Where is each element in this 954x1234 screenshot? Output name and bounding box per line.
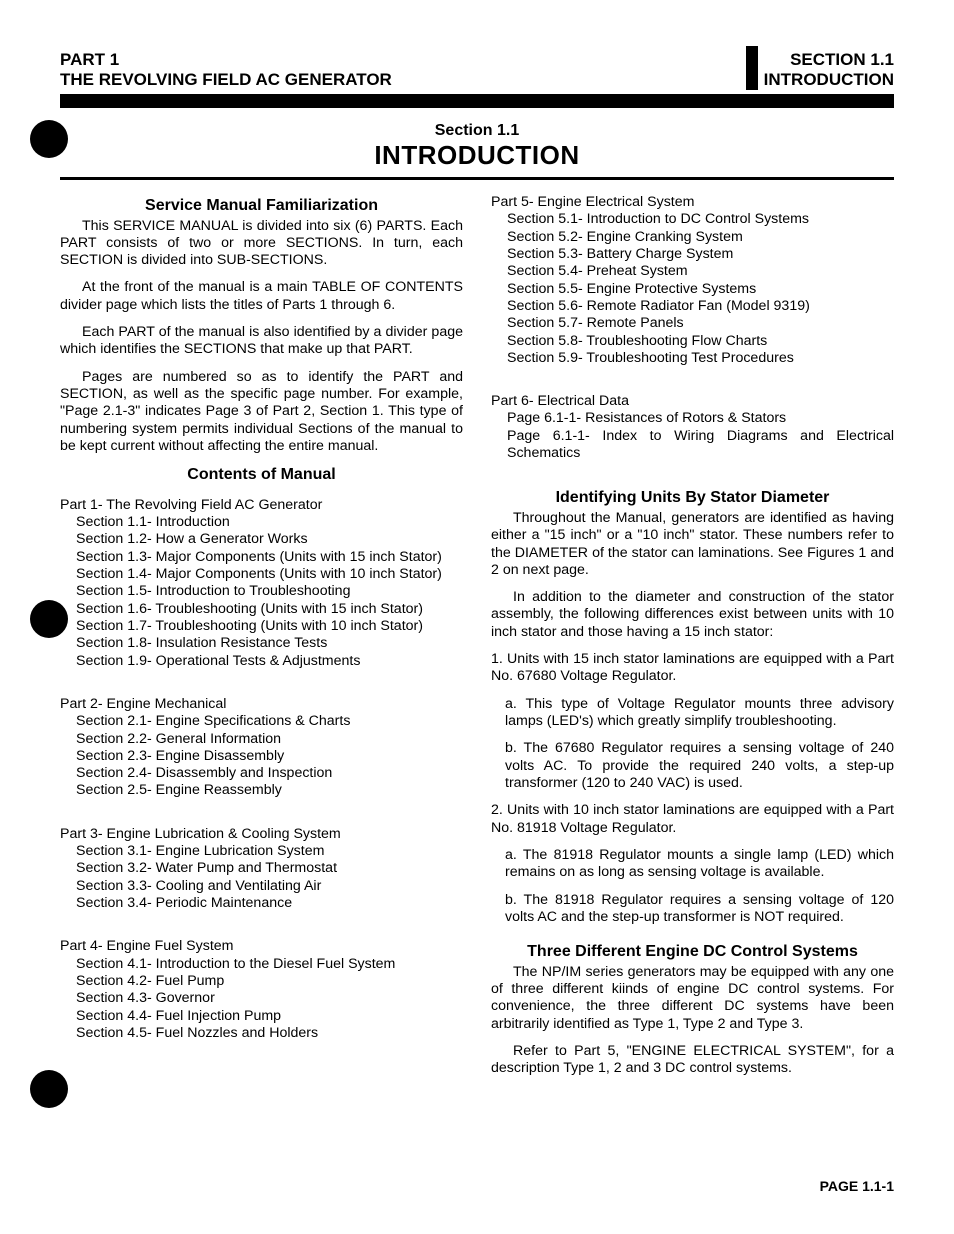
- three-systems-p1: The NP/IM series generators may be equip…: [491, 964, 894, 1033]
- section-super: Section 1.1: [60, 122, 894, 140]
- familiarization-p2: At the front of the manual is a main TAB…: [60, 279, 463, 314]
- part-block: Part 1- The Revolving Field AC Generator…: [60, 497, 463, 670]
- header-right: SECTION 1.1 INTRODUCTION: [764, 50, 894, 90]
- left-column: Service Manual Familiarization This SERV…: [60, 194, 463, 1094]
- section-line: Section 5.1- Introduction to DC Control …: [491, 211, 894, 228]
- header-subtitle: THE REVOLVING FIELD AC GENERATOR: [60, 70, 392, 90]
- section-line: Section 2.3- Engine Disassembly: [60, 748, 463, 765]
- identifying-p2: In addition to the diameter and construc…: [491, 589, 894, 641]
- section-line: Page 6.1-1- Index to Wiring Diagrams and…: [491, 428, 894, 463]
- familiarization-p4: Pages are numbered so as to identify the…: [60, 369, 463, 456]
- two-column-body: Service Manual Familiarization This SERV…: [60, 194, 894, 1094]
- section-line: Section 3.2- Water Pump and Thermostat: [60, 860, 463, 877]
- section-line: Section 1.5- Introduction to Troubleshoo…: [60, 583, 463, 600]
- section-line: Section 5.5- Engine Protective Systems: [491, 281, 894, 298]
- right-column: Part 5- Engine Electrical SystemSection …: [491, 194, 894, 1094]
- contents-list-right: Part 5- Engine Electrical SystemSection …: [491, 194, 894, 462]
- part-title: Part 4- Engine Fuel System: [60, 938, 463, 955]
- familiarization-p1: This SERVICE MANUAL is divided into six …: [60, 218, 463, 270]
- part-title: Part 1- The Revolving Field AC Generator: [60, 497, 463, 514]
- header-left: PART 1 THE REVOLVING FIELD AC GENERATOR: [60, 50, 392, 90]
- section-line: Section 4.2- Fuel Pump: [60, 973, 463, 990]
- part-block: Part 6- Electrical DataPage 6.1-1- Resis…: [491, 393, 894, 462]
- section-line: Section 5.9- Troubleshooting Test Proced…: [491, 350, 894, 367]
- part-title: Part 5- Engine Electrical System: [491, 194, 894, 211]
- three-systems-heading: Three Different Engine DC Control System…: [491, 942, 894, 962]
- identifying-n2a: a. The 81918 Regulator mounts a single l…: [491, 847, 894, 882]
- part-title: Part 3- Engine Lubrication & Cooling Sys…: [60, 826, 463, 843]
- identifying-p1: Throughout the Manual, generators are id…: [491, 510, 894, 579]
- part-block: Part 4- Engine Fuel SystemSection 4.1- I…: [60, 938, 463, 1042]
- identifying-block: Identifying Units By Stator Diameter Thr…: [491, 488, 894, 926]
- identifying-n1b: b. The 67680 Regulator requires a sensin…: [491, 740, 894, 792]
- section-line: Section 2.2- General Information: [60, 731, 463, 748]
- section-line: Section 1.3- Major Components (Units wit…: [60, 549, 463, 566]
- section-line: Section 2.5- Engine Reassembly: [60, 782, 463, 799]
- header-part: PART 1: [60, 50, 392, 70]
- section-line: Section 2.4- Disassembly and Inspection: [60, 765, 463, 782]
- header-section: SECTION 1.1: [764, 50, 894, 70]
- three-systems-p2: Refer to Part 5, "ENGINE ELECTRICAL SYST…: [491, 1043, 894, 1078]
- section-line: Section 5.4- Preheat System: [491, 263, 894, 280]
- familiarization-p3: Each PART of the manual is also identifi…: [60, 324, 463, 359]
- punch-hole-icon: [30, 120, 68, 158]
- section-line: Section 1.8- Insulation Resistance Tests: [60, 635, 463, 652]
- contents-list-left: Part 1- The Revolving Field AC Generator…: [60, 497, 463, 1042]
- section-line: Section 1.7- Troubleshooting (Units with…: [60, 618, 463, 635]
- identifying-n2: 2. Units with 10 inch stator laminations…: [491, 802, 894, 837]
- section-line: Section 3.1- Engine Lubrication System: [60, 843, 463, 860]
- part-block: Part 5- Engine Electrical SystemSection …: [491, 194, 894, 367]
- section-line: Section 4.1- Introduction to the Diesel …: [60, 956, 463, 973]
- section-line: Section 1.9- Operational Tests & Adjustm…: [60, 653, 463, 670]
- section-line: Section 1.4- Major Components (Units wit…: [60, 566, 463, 583]
- section-line: Section 5.2- Engine Cranking System: [491, 229, 894, 246]
- section-line: Section 5.6- Remote Radiator Fan (Model …: [491, 298, 894, 315]
- section-line: Section 5.7- Remote Panels: [491, 315, 894, 332]
- section-line: Section 2.1- Engine Specifications & Cha…: [60, 713, 463, 730]
- section-line: Section 1.2- How a Generator Works: [60, 531, 463, 548]
- identifying-n1a: a. This type of Voltage Regulator mounts…: [491, 696, 894, 731]
- contents-heading: Contents of Manual: [60, 465, 463, 485]
- three-systems-block: Three Different Engine DC Control System…: [491, 942, 894, 1077]
- part-title: Part 6- Electrical Data: [491, 393, 894, 410]
- familiarization-heading: Service Manual Familiarization: [60, 196, 463, 216]
- punch-hole-icon: [30, 600, 68, 638]
- section-title-block: Section 1.1 INTRODUCTION: [60, 122, 894, 171]
- section-line: Section 5.3- Battery Charge System: [491, 246, 894, 263]
- section-line: Section 5.8- Troubleshooting Flow Charts: [491, 333, 894, 350]
- part-block: Part 3- Engine Lubrication & Cooling Sys…: [60, 826, 463, 913]
- page-header: PART 1 THE REVOLVING FIELD AC GENERATOR …: [60, 50, 894, 90]
- header-rule: [60, 94, 894, 108]
- identifying-n1: 1. Units with 15 inch stator laminations…: [491, 651, 894, 686]
- section-line: Section 4.3- Governor: [60, 990, 463, 1007]
- punch-hole-icon: [30, 1070, 68, 1108]
- page-number: PAGE 1.1-1: [820, 1178, 894, 1194]
- section-line: Section 4.5- Fuel Nozzles and Holders: [60, 1025, 463, 1042]
- section-title: INTRODUCTION: [60, 140, 894, 171]
- header-section-name: INTRODUCTION: [764, 70, 894, 90]
- identifying-heading: Identifying Units By Stator Diameter: [491, 488, 894, 508]
- identifying-n2b: b. The 81918 Regulator requires a sensin…: [491, 892, 894, 927]
- part-title: Part 2- Engine Mechanical: [60, 696, 463, 713]
- section-line: Section 4.4- Fuel Injection Pump: [60, 1008, 463, 1025]
- section-line: Section 1.6- Troubleshooting (Units with…: [60, 601, 463, 618]
- section-line: Page 6.1-1- Resistances of Rotors & Stat…: [491, 410, 894, 427]
- section-line: Section 3.4- Periodic Maintenance: [60, 895, 463, 912]
- section-line: Section 3.3- Cooling and Ventilating Air: [60, 878, 463, 895]
- part-block: Part 2- Engine MechanicalSection 2.1- En…: [60, 696, 463, 800]
- title-underline: [60, 177, 894, 180]
- section-line: Section 1.1- Introduction: [60, 514, 463, 531]
